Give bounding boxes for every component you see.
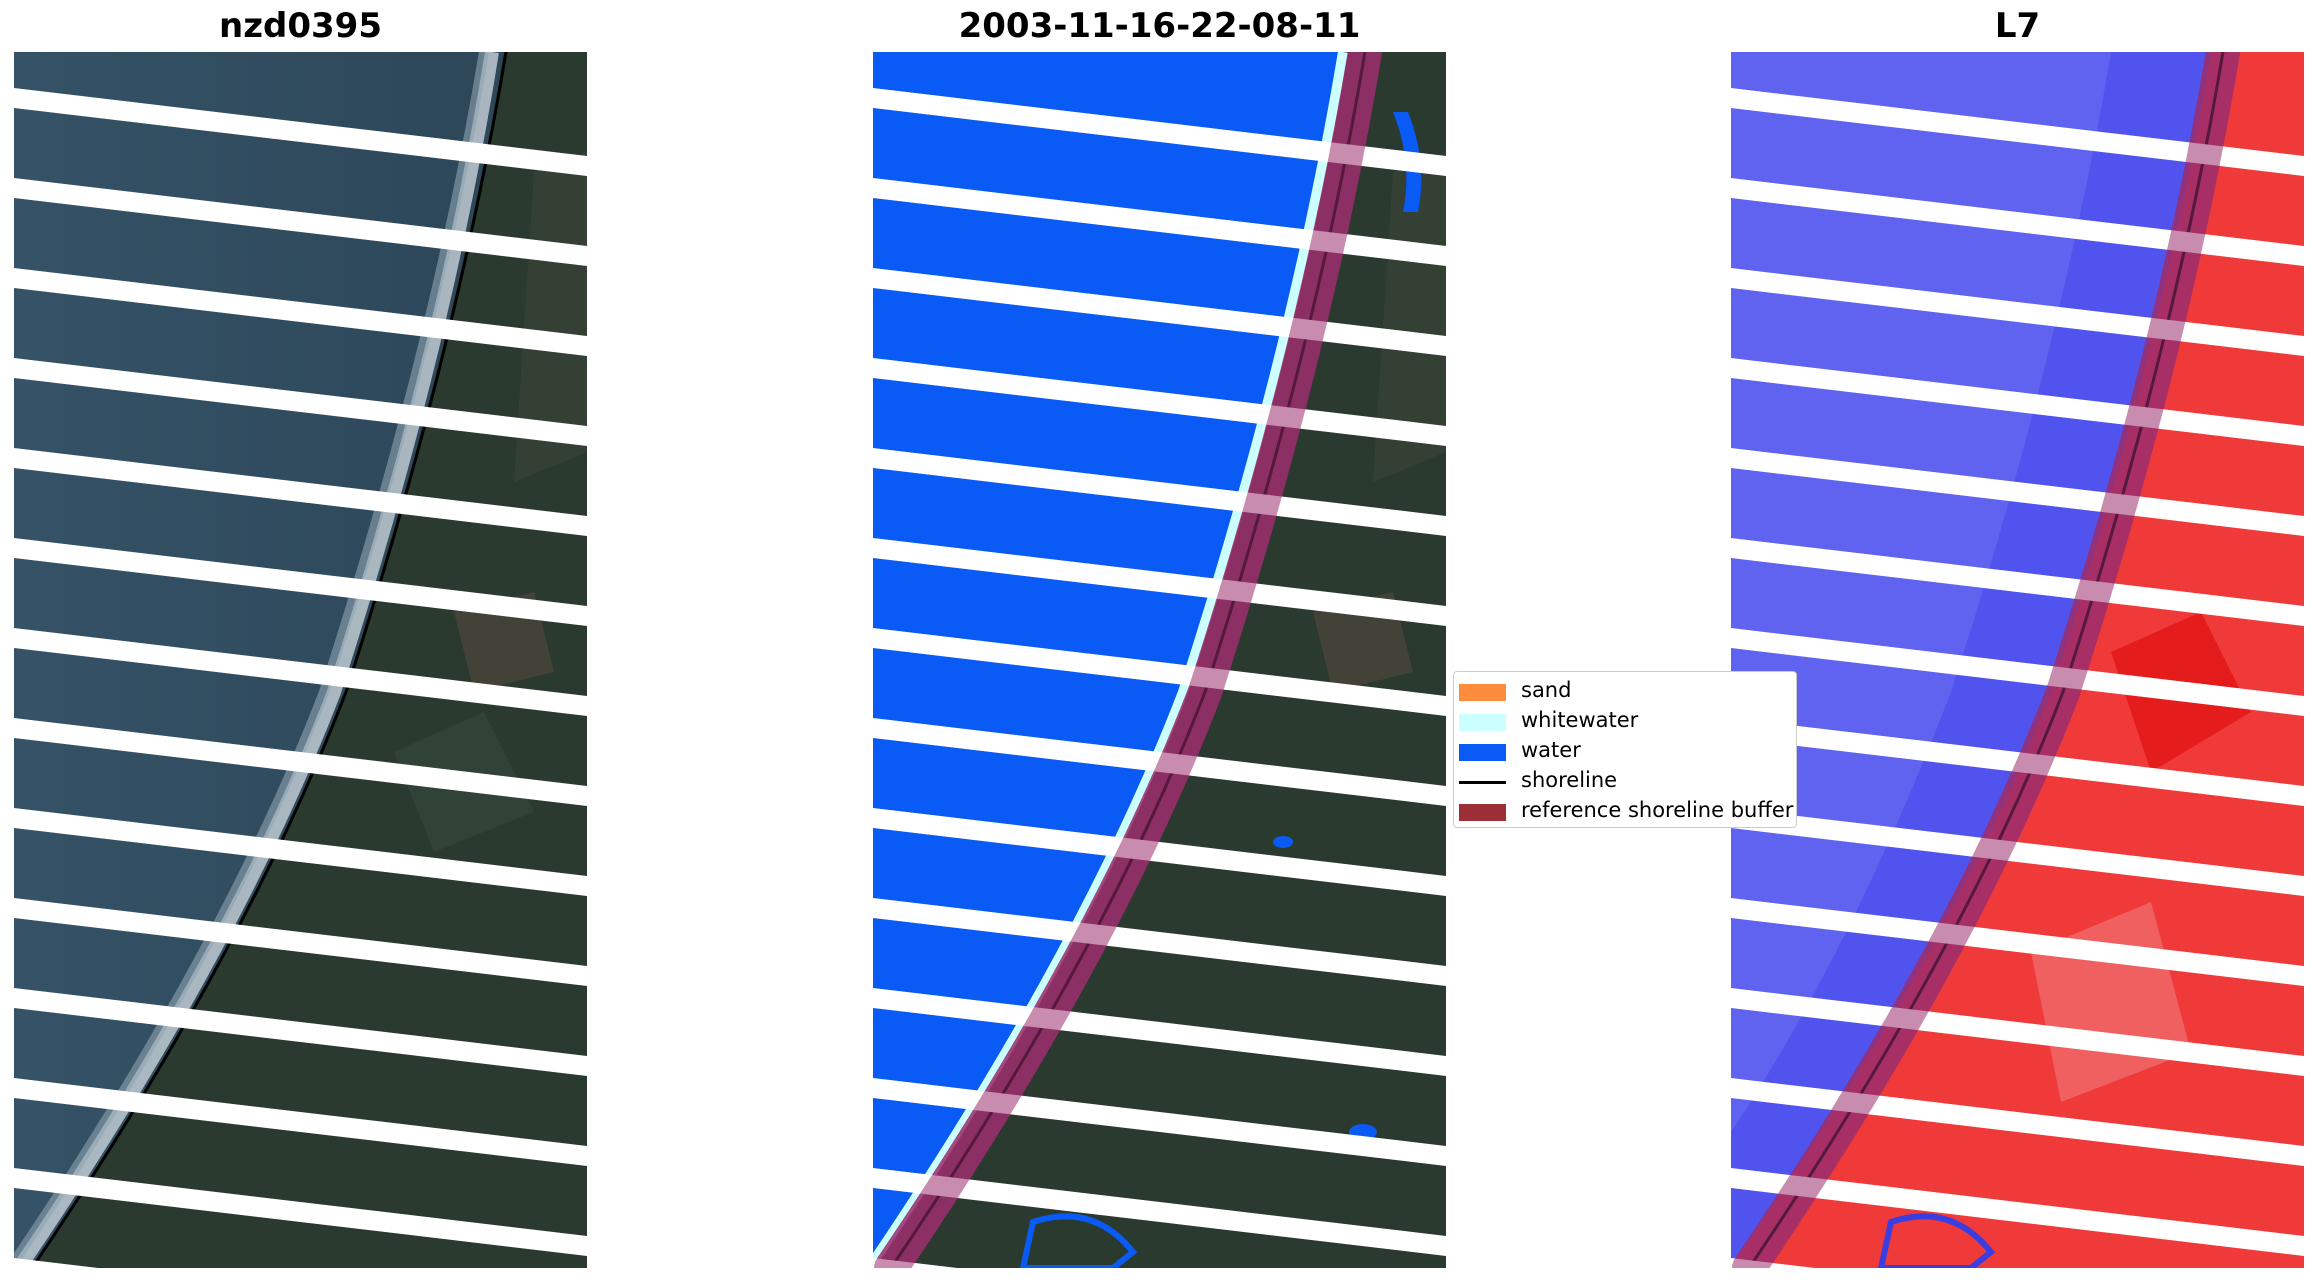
legend-swatch-water <box>1459 744 1506 761</box>
classified-image <box>873 52 1446 1268</box>
panel-title-rgb: nzd0395 <box>219 6 382 46</box>
index-image <box>1731 52 2304 1268</box>
scan-line-gaps <box>1731 88 2304 1268</box>
rgb-satellite-image <box>14 52 587 1268</box>
panel-title-classified: 2003-11-16-22-08-11 <box>958 6 1361 46</box>
legend-line-shoreline <box>1459 781 1506 784</box>
legend-label: sand <box>1521 678 1572 702</box>
classified-image-panel <box>873 52 1446 1268</box>
legend-label: reference shoreline buffer <box>1521 798 1794 822</box>
index-image-panel <box>1731 52 2304 1268</box>
panel-title-index: L7 <box>1994 6 2041 46</box>
map-legend: sand whitewater water shoreline referenc… <box>1453 671 1797 828</box>
legend-swatch-whitewater <box>1459 714 1506 731</box>
rgb-image-panel <box>14 52 587 1268</box>
legend-label: shoreline <box>1521 768 1618 792</box>
legend-label: whitewater <box>1521 708 1639 732</box>
legend-swatch-reference-buffer <box>1459 804 1506 821</box>
legend-label: water <box>1521 738 1581 762</box>
legend-swatch-sand <box>1459 684 1506 701</box>
scan-line-gaps <box>14 88 587 1268</box>
